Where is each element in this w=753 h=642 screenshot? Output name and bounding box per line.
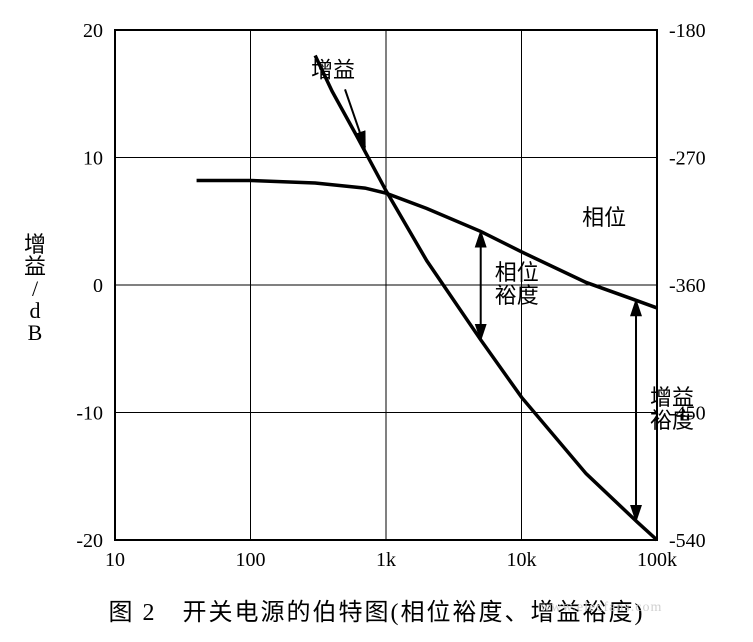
svg-text:-270: -270 (669, 148, 706, 170)
svg-text:20: 20 (83, 20, 103, 42)
svg-text:-360: -360 (669, 275, 706, 297)
phase-margin-label: 裕度 (495, 283, 539, 308)
svg-text:-180: -180 (669, 20, 706, 42)
svg-text:100k: 100k (637, 549, 677, 571)
svg-text:10k: 10k (507, 549, 537, 571)
svg-text:0: 0 (93, 275, 103, 297)
svg-text:100: 100 (236, 549, 266, 571)
phase-curve (197, 180, 657, 308)
svg-text:10: 10 (105, 549, 125, 571)
svg-text:-10: -10 (76, 403, 103, 425)
gain-curve (315, 56, 657, 541)
phase-margin-label: 相位 (495, 260, 539, 285)
bode-plot-figure: 101001k10k100k-20-540-10-4500-36010-2702… (0, 0, 753, 642)
gain-margin-label: 增益 (650, 385, 694, 410)
phase-label: 相位 (582, 205, 626, 230)
svg-text:-540: -540 (669, 530, 706, 552)
svg-text:1k: 1k (376, 549, 396, 571)
svg-text:-20: -20 (76, 530, 103, 552)
svg-text:B: B (28, 320, 43, 345)
svg-text:10: 10 (83, 148, 103, 170)
watermark: www.elecfans.com (540, 600, 662, 616)
gain-margin-label: 裕度 (650, 408, 694, 433)
chart-svg: 101001k10k100k-20-540-10-4500-36010-2702… (0, 0, 753, 582)
gain-label: 增益 (311, 57, 355, 82)
